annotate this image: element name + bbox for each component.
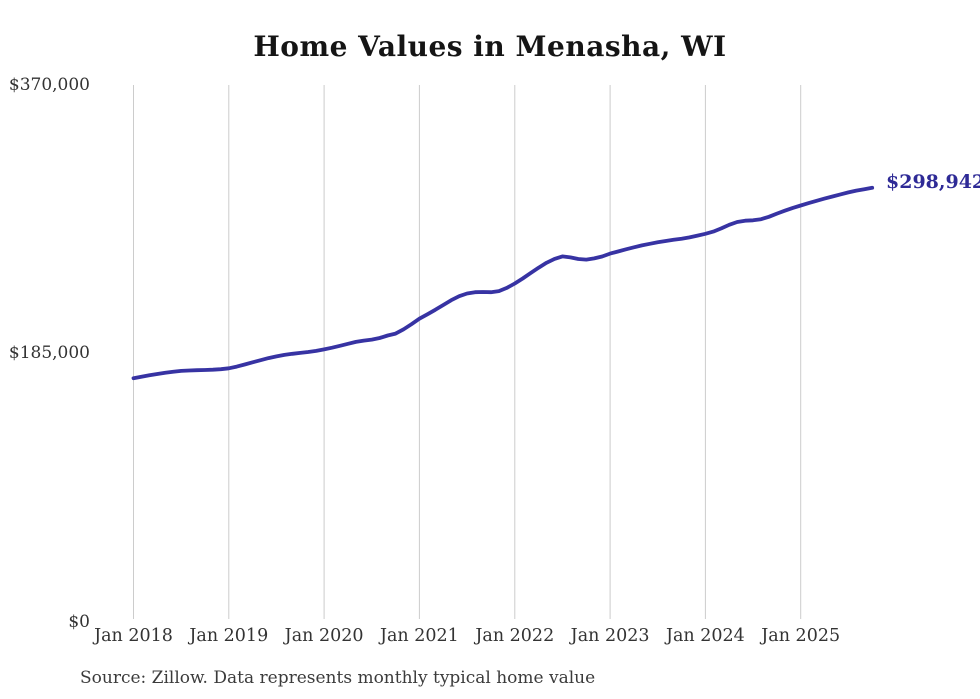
x-tick-label: Jan 2020 xyxy=(284,626,364,646)
x-tick-label: Jan 2022 xyxy=(475,626,555,646)
y-tick-label: $370,000 xyxy=(8,74,90,95)
chart-title: Home Values in Menasha, WI xyxy=(253,30,727,63)
source-note: Source: Zillow. Data represents monthly … xyxy=(80,668,596,688)
y-tick-label: $0 xyxy=(68,611,90,632)
home-value-line xyxy=(131,185,875,381)
x-tick-label: Jan 2018 xyxy=(94,626,173,646)
x-tick-label: Jan 2019 xyxy=(189,626,269,646)
y-tick-label: $185,000 xyxy=(8,343,90,364)
x-tick-label: Jan 2023 xyxy=(570,626,650,646)
vertical-gridlines xyxy=(133,85,802,619)
x-tick-label: Jan 2024 xyxy=(665,626,745,646)
x-tick-label: Jan 2025 xyxy=(761,626,841,646)
latest-value-label: $298,942 xyxy=(886,171,980,193)
x-tick-label: Jan 2021 xyxy=(379,626,459,646)
